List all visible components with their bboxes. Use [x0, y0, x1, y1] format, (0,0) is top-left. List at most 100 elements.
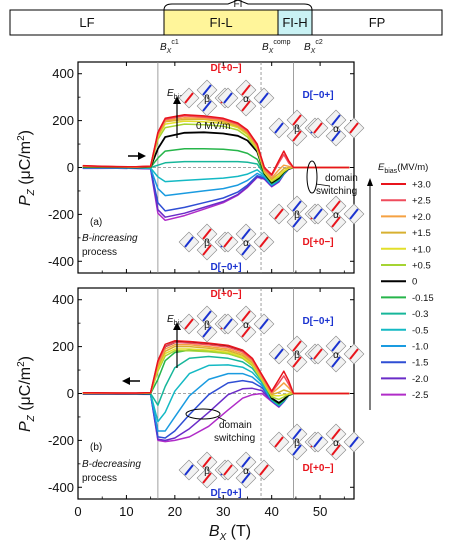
domain-schematics: D[+0−]β α D[−0+]β αβ αD[−0+]β αD[+0−]D[+0−]β α…: [178, 63, 365, 499]
y-tick-label: -400: [48, 480, 74, 495]
legend: Ebias(MV/m) +3.0 +2.5 +2.0 +1.5 +1.0 +0.5 0 -0.…: [367, 162, 434, 410]
spin-arrow: [292, 444, 302, 456]
x-tick-label: 40: [264, 504, 278, 519]
spin-arrow: [241, 472, 251, 484]
domain-cluster: [307, 195, 365, 233]
phase-fi-l: [163, 9, 279, 36]
spin-arrow: [202, 472, 212, 484]
legend-label: -2.0: [412, 374, 428, 385]
spin-arrow: [331, 428, 341, 440]
legend-label: +0.5: [412, 261, 431, 272]
y-tick-label: -400: [48, 254, 74, 269]
legend-label: -0.3: [412, 309, 428, 320]
x-tick-label: 20: [168, 504, 182, 519]
spin-arrow: [292, 216, 302, 228]
y-axis-label-b: PZ (μC/m2): [16, 356, 37, 432]
domain-label-a-3: D[−0+]: [210, 262, 241, 273]
spin-arrow: [241, 228, 251, 240]
domain-label-b-1: D[+0−]: [210, 289, 241, 300]
phase-label-lf: LF: [79, 15, 94, 30]
series-b-ebias-minus1.5: [82, 379, 350, 439]
spin-arrow: [184, 92, 194, 104]
legend-label: -1.5: [412, 358, 428, 369]
beta-label: β: [294, 210, 300, 221]
domain-label-a-1: D[+0−]: [210, 63, 241, 74]
beta-label: β: [204, 94, 210, 105]
alpha-label: α: [243, 320, 249, 331]
spin-arrow: [259, 318, 269, 330]
alpha-label: α: [333, 438, 339, 449]
alpha-label: α: [243, 466, 249, 477]
domain-cluster: [217, 79, 275, 117]
spin-arrow: [259, 464, 269, 476]
critical-field-comp: BXcomp: [262, 39, 291, 55]
spin-arrow: [331, 216, 341, 228]
svg-text:BXcomp: BXcomp: [262, 39, 291, 55]
legend-label: -2.5: [412, 390, 428, 401]
beta-label: β: [294, 124, 300, 135]
panel-a-line1: B-increasing: [82, 233, 138, 244]
series-a-ebias-minus0.5: [82, 166, 350, 186]
field-sweep-arrowhead-a: [138, 152, 146, 160]
spin-arrow: [223, 318, 233, 330]
domain-switching-b-2: switching: [214, 433, 255, 444]
spin-arrow: [292, 130, 302, 142]
y-tick-label: 400: [52, 292, 74, 307]
spin-arrow: [349, 436, 359, 448]
y-tick-label: 0: [67, 386, 74, 401]
series-a-ebias-0: [82, 131, 350, 184]
series-b-ebias-plus3.0: [82, 340, 350, 395]
alpha-label: α: [333, 350, 339, 361]
x-tick-label: 30: [216, 504, 230, 519]
beta-label: β: [204, 320, 210, 331]
spin-arrow: [274, 208, 284, 220]
spin-arrow: [274, 348, 284, 360]
domain-label-a-2: D[−0+]: [302, 90, 333, 101]
spin-arrow: [331, 200, 341, 212]
spin-arrow: [184, 236, 194, 248]
spin-arrow: [223, 236, 233, 248]
spin-arrow: [313, 208, 323, 220]
panel-b-annotations: (b) B-decreasing process Ebias domain sw…: [82, 314, 255, 484]
beta-label: β: [294, 350, 300, 361]
spin-arrow: [241, 326, 251, 338]
fi-label: FI: [234, 0, 243, 10]
panel-b-tag: (b): [90, 442, 102, 453]
spin-arrow: [259, 92, 269, 104]
spin-arrow: [184, 318, 194, 330]
spin-arrow: [292, 340, 302, 352]
switching-leader-b: [217, 416, 227, 422]
domain-cluster: [307, 423, 365, 461]
spin-arrow: [349, 122, 359, 134]
panel-a-line2: process: [82, 247, 117, 258]
phase-label-fi-h: FI-H: [282, 15, 307, 30]
x-tick-label: 50: [313, 504, 327, 519]
spin-arrow: [241, 84, 251, 96]
svg-text:BXc1: BXc1: [160, 39, 179, 55]
spin-arrow: [223, 464, 233, 476]
fi-bracket: [163, 0, 313, 11]
spin-arrow: [241, 100, 251, 112]
spin-arrow: [202, 456, 212, 468]
legend-label: +1.5: [412, 228, 431, 239]
beta-label: β: [204, 238, 210, 249]
legend-label: +1.0: [412, 244, 431, 255]
phase-label-fp: FP: [369, 15, 386, 30]
beta-label: β: [204, 466, 210, 477]
spin-arrow: [202, 244, 212, 256]
spin-arrow: [331, 130, 341, 142]
axes-b: -400 -200 0 200 400 0 10 20 30 40 50: [48, 288, 354, 519]
domain-cluster: [307, 109, 365, 147]
spin-arrow: [223, 92, 233, 104]
zero-mvm-label: 0 MV/m: [196, 121, 230, 132]
domain-cluster: [217, 451, 275, 489]
spin-arrow: [202, 100, 212, 112]
legend-entries: +3.0 +2.5 +2.0 +1.5 +1.0 +0.5 0 -0.15 -0.3 -0.5 -1…: [381, 180, 434, 401]
x-tick-label: 10: [119, 504, 133, 519]
spin-arrow: [202, 310, 212, 322]
legend-label: -0.15: [412, 293, 434, 304]
ebias-arrowhead-a: [173, 96, 181, 104]
x-axis-label: BX (T): [209, 523, 251, 543]
alpha-label: α: [243, 238, 249, 249]
series-a-ebias-plus3.0: [82, 114, 350, 176]
